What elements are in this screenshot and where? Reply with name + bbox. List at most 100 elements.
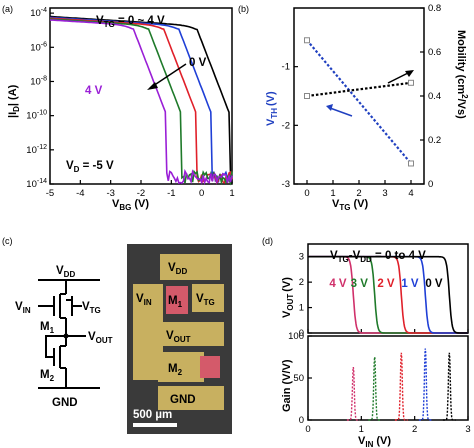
- circuit-schematic: [38, 279, 100, 389]
- chart-b-x-tick-label: 3: [382, 188, 387, 199]
- chart-d-top-series-3v: [308, 255, 468, 334]
- chart-d-top-ylabel: VOUT(V): [281, 277, 295, 318]
- chart-b-series-left: [306, 39, 412, 165]
- photo-m1-label: M1: [168, 295, 183, 309]
- photo-gnd-label: GND: [170, 394, 196, 406]
- chart-d-bottom-y-tick-label: 0: [299, 415, 304, 426]
- chart-b-ticks: 0 1 2 3 4 -1 -2 -3 0.8 0.6 0.4 0.2 0: [282, 3, 442, 199]
- chart-a-ylabel: |ID| (A): [7, 84, 21, 118]
- pad-vtg: [192, 284, 224, 312]
- chart-b-arrowhead-right: [405, 70, 414, 77]
- chart-a-x-tick-label: -3: [106, 188, 114, 199]
- pad-m2: [158, 352, 204, 382]
- pad-vout: [158, 322, 224, 346]
- circuit-vin-label: VIN: [15, 301, 31, 315]
- photo-vdd-label: VDD: [168, 262, 187, 276]
- chart-d-top-y-tick-label: 3: [299, 252, 304, 263]
- chart-d-bottom-gain-peak: [442, 352, 456, 421]
- chart-d-bottom-x-tick-label: 2: [412, 424, 417, 435]
- chart-a-x-tick-label: -2: [137, 188, 145, 199]
- chart-b-yr-tick-label: 0: [428, 179, 433, 190]
- chart-d-top-series-label: 3 V: [351, 278, 369, 290]
- photo-m2-label: M2: [168, 363, 183, 377]
- chart-d-bottom-gain-peak: [418, 348, 432, 421]
- chart-a-series-2v: [50, 17, 233, 185]
- chart-a-series-3v: [49, 18, 233, 186]
- chart-d-top-series-0v: [308, 255, 468, 334]
- chart-b-endpoint-marker: [408, 79, 414, 86]
- chart-b-ylabel-left: VTH(V): [265, 91, 279, 126]
- chart-a-curves: [49, 15, 233, 186]
- chart-b-arrowhead-left: [326, 104, 333, 111]
- chart-a-x-tick-label: -1: [167, 188, 175, 199]
- chart-d-bottom-frame: [307, 335, 469, 421]
- chart-b-x-tick-label: 4: [408, 188, 413, 199]
- chart-b-endpoint-marker: [304, 93, 310, 99]
- pad-gnd: [158, 386, 224, 410]
- chart-b-arrow-right: [387, 71, 411, 84]
- chart-a-y-tick-label: 10-12: [26, 144, 47, 156]
- panel-label-d: (d): [262, 236, 273, 246]
- chart-d-top-ticks: 3 2 1 0: [299, 252, 469, 339]
- chart-b-yr-tick-label: 0.4: [428, 91, 441, 102]
- chart-b-yl-tick-label: -2: [282, 120, 290, 131]
- chart-b-yl-tick-label: -3: [282, 179, 290, 190]
- chart-d-bottom-gain-peak: [346, 366, 360, 421]
- device-photo: VDD VIN M1 VTG VOUT M2 GND 500 µm: [127, 244, 232, 434]
- circuit-vtg-label: VTG: [82, 301, 101, 315]
- chart-b-endpoint-marker: [408, 160, 414, 167]
- chart-d-bottom-y-tick-label: 50: [293, 373, 304, 384]
- chart-a-y-tick-label: 10-10: [26, 110, 47, 122]
- pad-vdd: [160, 254, 220, 280]
- chart-a-x-tick-label: -5: [46, 188, 54, 199]
- chart-d-top-series-1v: [308, 255, 468, 334]
- photo-scale-label: 500 µm: [133, 409, 172, 421]
- chart-b-yr-tick-label: 0.6: [428, 47, 441, 58]
- vout-node: [63, 333, 69, 339]
- photo-vout-label: VOUT: [166, 330, 191, 344]
- chart-a-label-4v: 4 V: [85, 85, 103, 97]
- chart-a-y-tick-label: 10-14: [26, 178, 47, 190]
- chart-d-bottom-gain-peak: [368, 356, 382, 421]
- chart-d-top-series-label: 2 V: [377, 278, 395, 290]
- chart-d-top-y-tick-label: 1: [299, 303, 304, 314]
- panel-label-c: (c): [2, 236, 13, 246]
- chart-d-top-y-tick-label: 0: [299, 328, 304, 339]
- chart-d-bottom-x-tick-label: 1: [359, 424, 364, 435]
- chart-a-x-tick-label: 0: [199, 188, 204, 199]
- chart-a-vtg-annotation: VTG = 0 ~ 4 V: [96, 15, 165, 29]
- chart-d-bottom-x-tick-label: 0: [305, 424, 310, 435]
- chart-b-yr-tick-label: 0.2: [428, 135, 441, 146]
- chart-a-y-tick-label: 10-6: [30, 41, 47, 53]
- chart-d-top-y-tick-label: 2: [299, 277, 304, 288]
- chart-d-top-series-4v: [308, 255, 468, 334]
- chart-b-endpoint-marker: [304, 37, 310, 44]
- chart-d-bottom-ylabel: Gain (V/V): [281, 359, 293, 412]
- chart-d-top-labels: 4 V 3 V 2 V 1 V 0 V: [329, 278, 443, 290]
- chart-b-yl-tick-label: -1: [282, 62, 290, 73]
- chart-d-top-curves: [308, 255, 468, 334]
- chart-a-x-tick-label: -4: [76, 188, 84, 199]
- panel-label-a: (a): [2, 4, 13, 14]
- chart-d-top-series-2v: [308, 255, 468, 334]
- transistor-m2: [200, 356, 220, 378]
- chart-b-x-tick-label: 0: [304, 188, 309, 199]
- chart-a: -5 -4 -3 -2 -1 0 1 10-4 10-6 10-8 10-10 10-12 10-14…: [7, 7, 235, 212]
- chart-b-arrow-left: [329, 107, 353, 117]
- chart-a-x-ticks: -5 -4 -3 -2 -1 0 1: [46, 180, 235, 199]
- photo-vtg-label: VTG: [196, 293, 215, 307]
- chart-d-top-series-label: 1 V: [401, 278, 419, 290]
- chart-b-ylabel-right: Mobility(cm2/Vs): [455, 30, 469, 119]
- chart-a-vd-annotation: VD = -5 V: [66, 160, 114, 174]
- photo-vin-label: VIN: [136, 293, 152, 307]
- chart-d-top-annotation: VTG-VDD = 0 to 4 V: [330, 250, 426, 264]
- chart-b: 0 1 2 3 4 -1 -2 -3 0.8 0.6 0.4 0.2 0 VTG (V) VTH(V) M…: [265, 3, 469, 212]
- chart-a-series-1v: [49, 16, 233, 183]
- circuit-gnd-label: GND: [52, 397, 78, 409]
- chart-b-yr-tick-label: 0.8: [428, 3, 441, 14]
- chart-d-bottom-xlabel: VIN (V): [358, 435, 391, 448]
- chart-a-arrowhead: [147, 82, 158, 90]
